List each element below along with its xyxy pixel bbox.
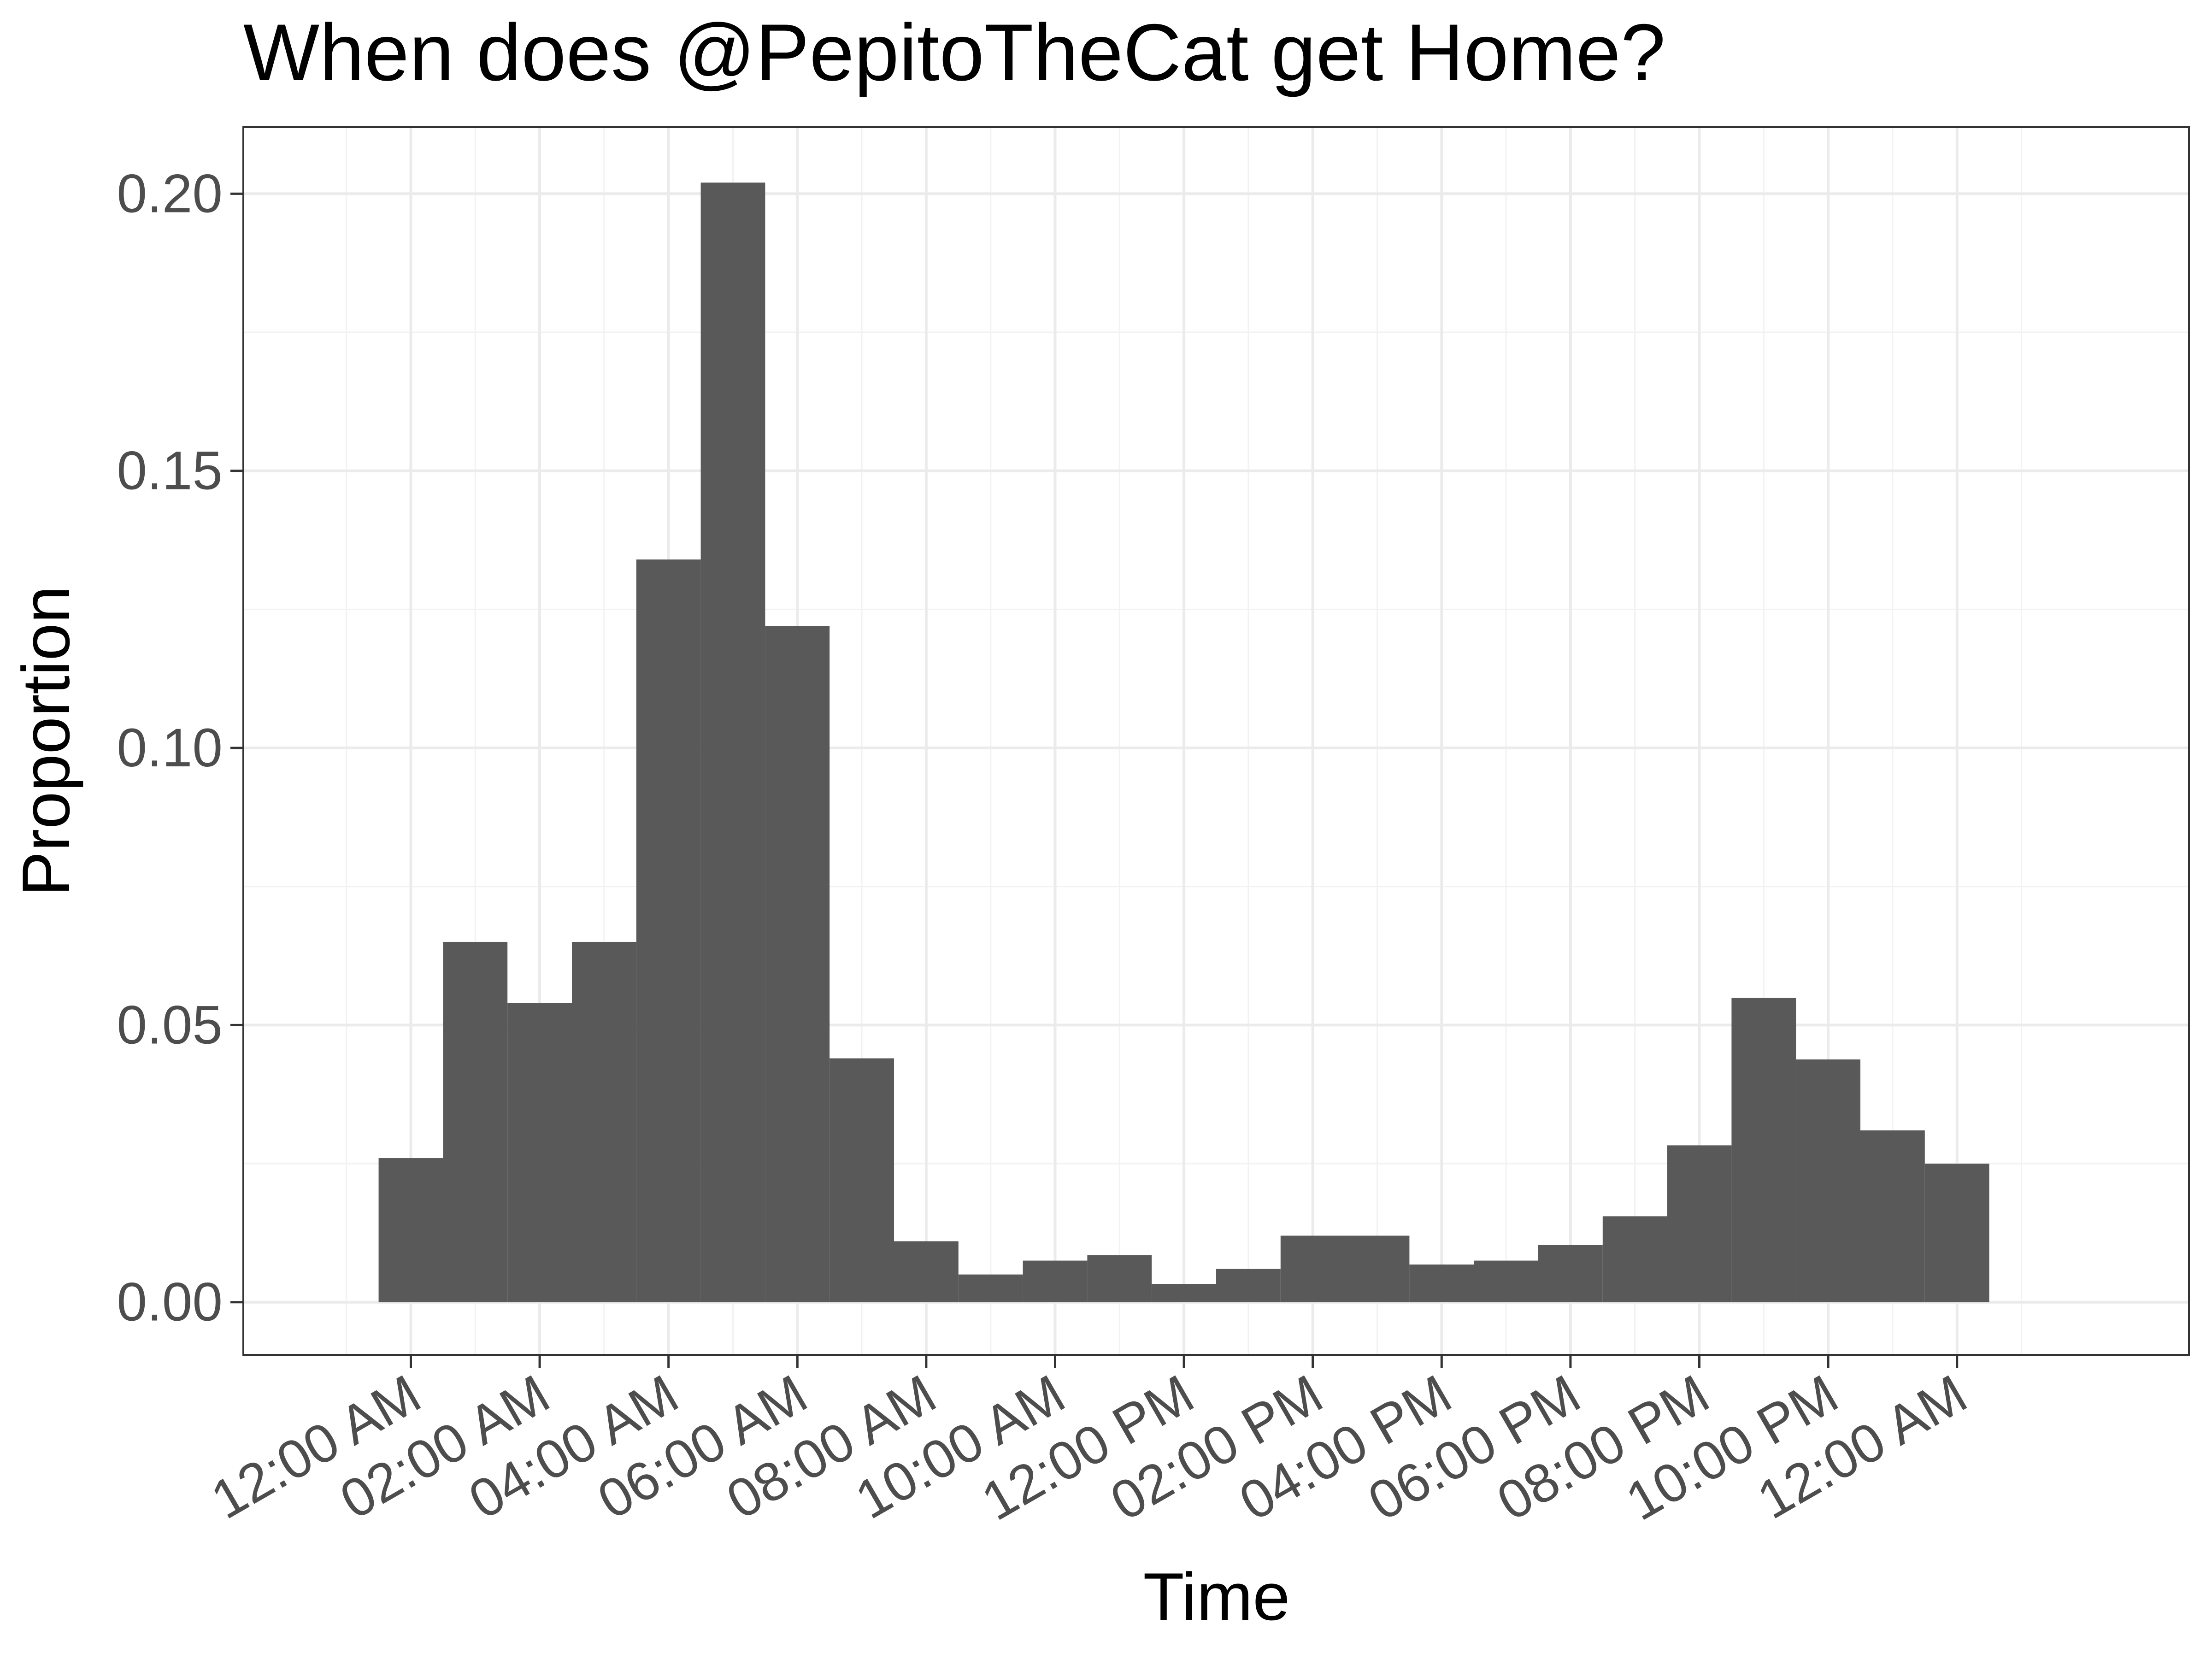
histogram-bar [1345,1235,1410,1302]
y-tick-label: 0.05 [117,994,223,1055]
x-axis-title: Time [1143,1559,1290,1634]
histogram-bar [958,1274,1023,1302]
histogram-bar [1280,1235,1345,1302]
histogram-bar [636,559,701,1302]
histogram-bar [700,182,765,1302]
histogram-bar [1860,1130,1925,1302]
chart-title: When does @PepitoTheCat get Home? [243,8,1666,98]
histogram-bar [894,1241,959,1302]
histogram-bar [1731,998,1796,1302]
histogram-bar [507,1003,572,1302]
histogram-bar [1474,1260,1539,1302]
panel-border [242,126,2190,1356]
histogram-bar [1796,1059,1861,1302]
histogram-bar [378,1158,443,1302]
histogram-bar [1023,1260,1088,1302]
y-axis-ticks: 0.00 0.05 0.10 0.15 0.20 [117,163,243,1333]
histogram-bar [1409,1264,1474,1302]
y-tick-label: 0.10 [117,718,223,778]
histogram-bar [1602,1216,1667,1302]
histogram-bar [1152,1284,1216,1302]
y-tick-label: 0.00 [117,1272,223,1333]
histogram-bar [1924,1164,1989,1302]
y-axis-title: Proportion [8,586,83,896]
y-tick-label: 0.15 [117,441,223,501]
y-tick-label: 0.20 [117,163,223,224]
histogram-bar [1216,1269,1281,1302]
histogram-bar [765,626,830,1302]
minor-gridlines [243,127,2189,1355]
histogram-bar [571,941,636,1302]
histogram-bar [1667,1145,1732,1302]
histogram-bars [378,182,1989,1302]
histogram-bar [1087,1255,1152,1302]
histogram-bar [830,1058,894,1302]
histogram-bar [443,941,508,1302]
histogram-bar [1538,1245,1603,1302]
